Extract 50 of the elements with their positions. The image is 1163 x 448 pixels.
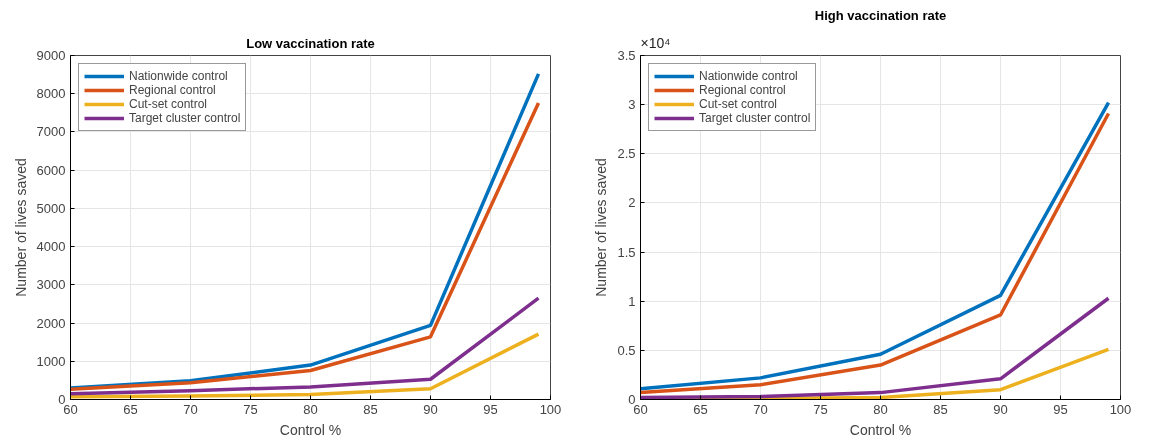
y-tick-label: 7000 <box>36 124 66 140</box>
legend-label: Target cluster control <box>129 111 241 125</box>
x-tick-label: 95 <box>1053 401 1068 417</box>
legend-label: Regional control <box>129 83 216 97</box>
y-tick-label: 8000 <box>36 86 66 102</box>
x-tick-label: 90 <box>423 401 438 417</box>
legend-label: Cut-set control <box>129 97 208 111</box>
y-tick-label: 2 <box>628 195 636 211</box>
line-series <box>70 296 541 396</box>
line-series <box>70 332 541 399</box>
x-tick-label: 70 <box>753 401 768 417</box>
y-tick-label: 9000 <box>36 48 66 63</box>
y-tick-label: 1000 <box>36 353 66 369</box>
y-tick-label: 4000 <box>36 239 66 255</box>
y-axis-title: Number of lives saved <box>593 158 610 297</box>
legend-label: Target cluster control <box>699 111 811 125</box>
y-tick-label: 3.5 <box>617 48 636 63</box>
x-tick-label: 100 <box>1109 401 1132 417</box>
y-tick-label: 3 <box>628 97 636 113</box>
y-tick-label: 1 <box>628 293 636 309</box>
x-tick-label: 90 <box>993 401 1008 417</box>
x-tick-label: 75 <box>243 401 258 417</box>
x-tick-label: 85 <box>363 401 378 417</box>
x-tick-label: 80 <box>303 401 318 417</box>
x-tick-label: 80 <box>873 401 888 417</box>
legend-label: Regional control <box>699 83 786 97</box>
x-tick-label: 65 <box>123 401 138 417</box>
y-tick-label: 2000 <box>36 315 66 331</box>
x-tick-label: 75 <box>813 401 828 417</box>
y-axis-title: Number of lives saved <box>12 158 29 297</box>
x-axis-title: Control % <box>849 421 912 438</box>
x-tick-label: 70 <box>183 401 198 417</box>
y-tick-label: 2.5 <box>617 146 636 162</box>
y-tick-label: 0.5 <box>617 342 636 358</box>
chart-title: Low vaccination rate <box>246 35 375 51</box>
x-tick-label: 95 <box>483 401 498 417</box>
x-tick-label: 85 <box>933 401 948 417</box>
y-tick-label: 1.5 <box>617 244 636 260</box>
legend-label: Nationwide control <box>699 69 798 83</box>
y-tick-label: 6000 <box>36 162 66 178</box>
text: ×10⁴ <box>640 34 671 51</box>
y-tick-label: 3000 <box>36 277 66 293</box>
line-series <box>640 296 1111 400</box>
x-axis-title: Control % <box>279 421 342 438</box>
x-tick-label: 100 <box>539 401 562 417</box>
legend-label: Nationwide control <box>129 69 228 83</box>
chart-title: High vaccination rate <box>814 7 947 23</box>
y-tick-label: 5000 <box>36 200 66 216</box>
legend-label: Cut-set control <box>699 97 778 111</box>
x-tick-label: 65 <box>693 401 708 417</box>
